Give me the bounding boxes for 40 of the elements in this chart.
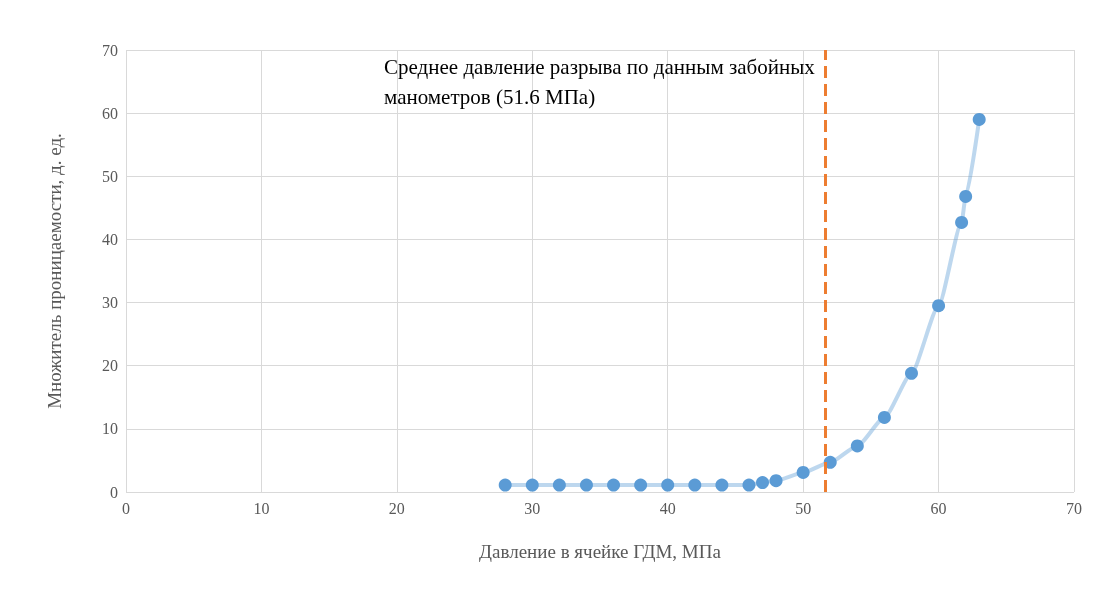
point: [959, 189, 973, 203]
x-tick-label: 70: [1066, 499, 1082, 517]
y-tick-label: 20: [102, 357, 118, 375]
point: [972, 112, 986, 126]
point: [498, 478, 512, 492]
y-tick-label: 0: [110, 483, 118, 501]
point: [756, 476, 770, 490]
y-tick-label: 10: [102, 420, 118, 438]
y-axis-title: Множитель проницаемости, д. ед.: [44, 133, 65, 409]
y-tick-label: 50: [102, 167, 118, 185]
point: [742, 478, 756, 492]
x-axis-title: Давление в ячейке ГДМ, МПа: [479, 541, 722, 562]
x-tick-label: 10: [253, 499, 270, 517]
point: [823, 455, 837, 469]
point: [769, 474, 783, 488]
point: [579, 478, 593, 492]
point: [796, 465, 810, 479]
y-tick-label: 60: [102, 104, 118, 122]
point: [688, 478, 702, 492]
point: [607, 478, 621, 492]
y-tick-label: 30: [102, 294, 118, 312]
x-tick-label: 60: [930, 499, 947, 517]
point: [715, 478, 729, 492]
point: [905, 366, 918, 380]
point: [634, 478, 648, 492]
point: [552, 478, 566, 492]
x-tick-label: 0: [122, 499, 130, 517]
x-tick-label: 30: [524, 499, 541, 517]
point: [932, 299, 946, 313]
ref-line-label: Среднее давление разрыва по данным забойных манометров (51.6 МПа): [384, 55, 816, 109]
point: [877, 410, 891, 424]
y-tick-label: 70: [102, 41, 118, 59]
point: [955, 215, 969, 229]
point: [850, 439, 864, 453]
x-tick-label: 40: [659, 499, 676, 517]
y-tick-label: 40: [102, 230, 118, 248]
point: [661, 478, 675, 492]
x-tick-label: 50: [795, 499, 812, 517]
point: [525, 478, 539, 492]
x-tick-label: 20: [388, 499, 405, 517]
